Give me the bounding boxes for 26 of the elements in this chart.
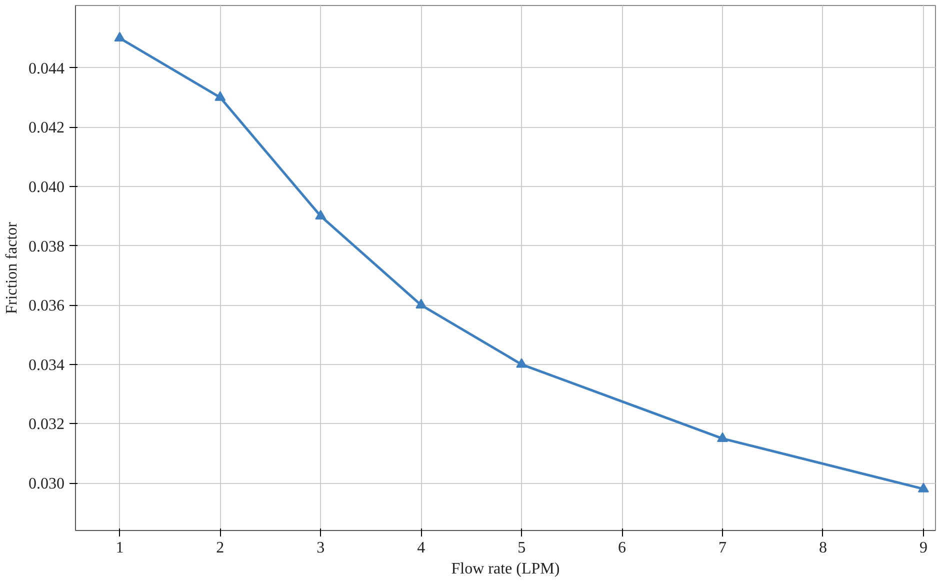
point xyxy=(717,432,728,442)
y-tick-label: 0.042 xyxy=(28,120,64,137)
x-tick-label: 2 xyxy=(216,540,224,556)
x-tick-label: 3 xyxy=(316,540,325,556)
x-tick-label: 9 xyxy=(919,540,928,556)
y-tick-label: 0.040 xyxy=(28,178,64,196)
y-tick-label: 0.036 xyxy=(28,298,64,315)
x-tick-label: 5 xyxy=(518,540,526,556)
y-tick-label: 0.034 xyxy=(28,356,64,374)
point xyxy=(918,482,929,492)
point xyxy=(114,32,126,42)
y-tick-label: 0.030 xyxy=(28,476,64,493)
x-tick-label: 4 xyxy=(417,540,426,556)
y-tick-label: 0.038 xyxy=(28,238,64,256)
x-axis-title: Flow rate (LPM) xyxy=(451,560,560,578)
point xyxy=(516,358,528,368)
y-tick-label: 0.032 xyxy=(28,416,64,434)
y-tick-label: 0.044 xyxy=(28,60,64,78)
x-tick-label: 8 xyxy=(818,540,827,556)
y-axis-title: Friction factor xyxy=(4,221,20,314)
point xyxy=(214,91,226,101)
x-tick-label: 1 xyxy=(116,540,124,556)
x-tick-label: 7 xyxy=(718,540,727,556)
point xyxy=(315,210,326,220)
point xyxy=(416,298,427,308)
x-tick-label: 6 xyxy=(618,540,626,556)
